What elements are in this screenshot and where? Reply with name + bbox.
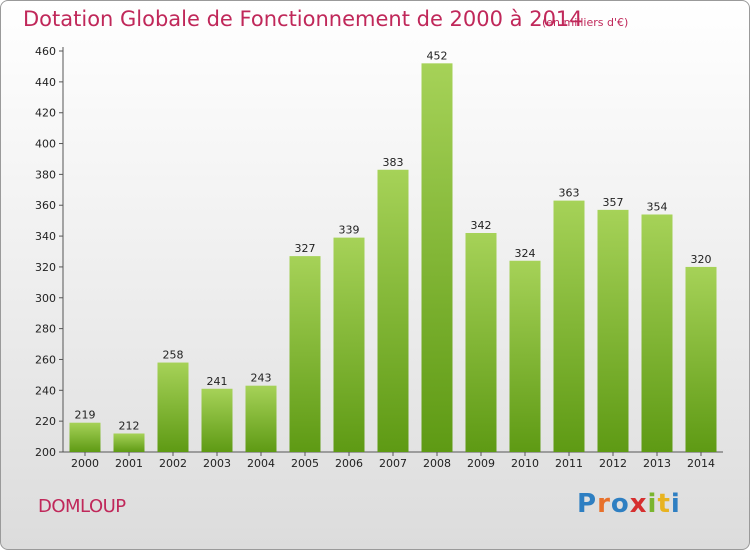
y-tick-label: 300	[35, 292, 56, 305]
bar-2006	[333, 237, 365, 452]
logo-letter: r	[597, 489, 611, 519]
chart-unit: (en milliers d'€)	[542, 16, 629, 29]
y-tick-label: 420	[35, 107, 56, 120]
logo-letter: t	[657, 489, 671, 519]
value-label-2011: 363	[559, 187, 580, 200]
y-tick-label: 220	[35, 415, 56, 428]
value-label-2005: 327	[295, 242, 316, 255]
value-label-2012: 357	[603, 196, 624, 209]
logo-letter: o	[610, 489, 630, 519]
chart-title: Dotation Globale de Fonctionnement de 20…	[23, 7, 583, 31]
bar-2004	[245, 385, 277, 452]
bar-2013	[641, 214, 673, 452]
x-tick-label-2004: 2004	[247, 457, 275, 470]
logo-letter: i	[647, 489, 658, 519]
bar-2012	[597, 209, 629, 452]
bar-2014	[685, 266, 717, 452]
value-label-2004: 243	[251, 372, 272, 385]
logo-letter: P	[577, 489, 598, 519]
y-tick-label: 460	[35, 45, 56, 58]
y-tick-label: 200	[35, 446, 56, 459]
value-label-2013: 354	[647, 200, 668, 213]
x-tick-label-2005: 2005	[291, 457, 319, 470]
x-tick-label-2013: 2013	[643, 457, 671, 470]
x-tick-label-2002: 2002	[159, 457, 187, 470]
x-tick-label-2000: 2000	[71, 457, 99, 470]
value-label-2006: 339	[339, 224, 360, 237]
bar-2005	[289, 256, 321, 452]
proxiti-logo[interactable]: Proxiti	[577, 489, 681, 519]
bar-2003	[201, 388, 233, 452]
value-label-2007: 383	[383, 156, 404, 169]
x-tick-label-2003: 2003	[203, 457, 231, 470]
x-tick-label-2008: 2008	[423, 457, 451, 470]
value-label-2014: 320	[691, 253, 712, 266]
y-tick-label: 260	[35, 353, 56, 366]
y-tick-label: 280	[35, 323, 56, 336]
value-label-2003: 241	[207, 375, 228, 388]
x-tick-label-2006: 2006	[335, 457, 363, 470]
bar-2009	[465, 232, 497, 452]
y-tick-label: 380	[35, 168, 56, 181]
y-tick-label: 440	[35, 76, 56, 89]
value-label-2000: 219	[75, 409, 96, 422]
bar-2002	[157, 362, 189, 452]
y-tick-label: 340	[35, 230, 56, 243]
value-label-2010: 324	[515, 247, 536, 260]
bar-2007	[377, 169, 409, 452]
value-label-2008: 452	[427, 49, 448, 62]
x-tick-label-2010: 2010	[511, 457, 539, 470]
x-tick-label-2011: 2011	[555, 457, 583, 470]
x-tick-label-2001: 2001	[115, 457, 143, 470]
y-tick-label: 240	[35, 384, 56, 397]
x-tick-label-2009: 2009	[467, 457, 495, 470]
commune-name: DOMLOUP	[38, 496, 126, 517]
value-label-2002: 258	[163, 349, 184, 362]
x-tick-label-2007: 2007	[379, 457, 407, 470]
y-tick-label: 400	[35, 138, 56, 151]
value-label-2009: 342	[471, 219, 492, 232]
bar-2001	[113, 433, 145, 452]
bar-2011	[553, 200, 585, 452]
logo-letter: i	[670, 489, 681, 519]
logo-letter: x	[629, 489, 648, 519]
x-tick-label-2012: 2012	[599, 457, 627, 470]
x-tick-label-2014: 2014	[687, 457, 715, 470]
y-tick-label: 320	[35, 261, 56, 274]
bar-2000	[69, 422, 101, 452]
y-tick-label: 360	[35, 199, 56, 212]
bar-2010	[509, 260, 541, 452]
value-label-2001: 212	[119, 419, 140, 432]
bar-2008	[421, 63, 453, 452]
